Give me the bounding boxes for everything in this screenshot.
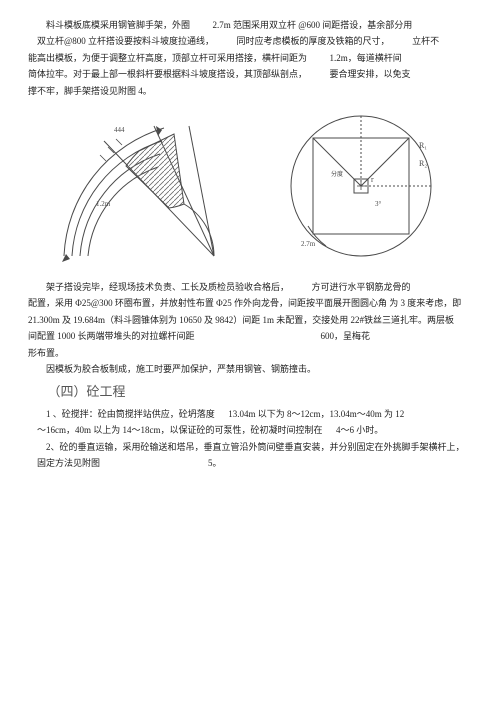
para-6: 架子搭设完毕，经现场技术负责、工长及质检员验收合格后， 方可进行水平钢筋龙骨的 <box>28 280 472 294</box>
dia-right-seg: 2.7m <box>301 240 316 248</box>
para-10: 形布置。 <box>28 346 472 360</box>
diagram-right: R₁ R₂ r 3° 分度 2.7m <box>250 106 472 266</box>
p11-a: 因模板为胶合板制成，施工时要严加保护，严禁用钢管、钢筋撞击。 <box>46 364 316 374</box>
p6-a: 架子搭设完毕，经现场技术负责、工长及质检员验收合格后， <box>46 282 289 292</box>
p7-a: 配置，采用 Φ25@300 环圈布置，并放射性布置 Φ25 作外向龙骨，间距按平… <box>28 298 461 308</box>
p6-b: 方可进行水平钢筋龙骨的 <box>312 282 411 292</box>
para-5: 撑不牢，脚手架搭设见附图 4。 <box>28 84 472 98</box>
dia-right-R2: R₂ <box>419 159 427 168</box>
p2-a: 双立杆@800 立杆搭设要按料斗坡度拉通线， <box>37 36 214 46</box>
para-9: 间配置 1000 长两端带堆头的对拉螺杆间距 600，呈梅花 <box>28 329 472 343</box>
item-2: 2、砼的垂直运输，采用砼输送和塔吊，垂直立管沿外筒间壁垂直安装，并分别固定在外挑… <box>28 440 472 454</box>
para-3: 能高出模板，为便于调整立杆高度，顶部立杆可采用搭接，横杆间距为 1.2m，每道横杆… <box>28 51 472 65</box>
p1-a: 料斗模板底模采用钢管脚手架，外圈 <box>46 20 190 30</box>
i1-b: 13.04m 以下为 8～12cm，13.04m～40m 为 12 <box>228 409 404 419</box>
i2-a: ～16cm，40m 以上为 14～18cm，以保证砼的可泵性，砼初凝时间控制在 <box>37 425 323 435</box>
i3-a: 2、砼的垂直运输，采用砼输送和塔吊，垂直立管沿外筒间壁垂直安装，并分别固定在外挑… <box>46 442 465 452</box>
item-1-cont: ～16cm，40m 以上为 14～18cm，以保证砼的可泵性，砼初凝时间控制在 4… <box>37 423 472 437</box>
p3-a: 能高出模板，为便于调整立杆高度，顶部立杆可采用搭接，横杆间距为 <box>28 53 307 63</box>
p4-a: 简体拉牢。对于最上部一根斜杆要根据料斗坡度搭设，其顶部纵剖点， <box>28 69 307 79</box>
diagrams-row: 444 1.2m <box>28 106 472 266</box>
p8-a: 21.300m 及 19.684m（料斗圆锥体别为 10650 及 9842）间… <box>28 315 454 325</box>
item-2-cont: 固定方法见附图 5。 <box>37 456 472 470</box>
item-1: 1 、砼搅拌：砼由筒搅拌站供应，砼坍落度 13.04m 以下为 8～12cm，13… <box>28 407 472 421</box>
i2-b: 4～6 小时。 <box>336 425 383 435</box>
para-7: 配置，采用 Φ25@300 环圈布置，并放射性布置 Φ25 作外向龙骨，间距按平… <box>28 296 472 310</box>
svg-text:3°: 3° <box>375 200 382 208</box>
para-4: 简体拉牢。对于最上部一根斜杆要根据料斗坡度搭设，其顶部纵剖点， 要合理安排，以免支 <box>28 67 472 81</box>
p1-b: 2.7m 范围采用双立杆 @600 间距搭设，基余部分用 <box>213 20 413 30</box>
para-1: 料斗模板底模采用钢管脚手架，外圈 2.7m 范围采用双立杆 @600 间距搭设，基… <box>28 18 472 32</box>
dia-right-R1: R₁ <box>419 141 427 150</box>
i4-b: 5。 <box>208 458 222 468</box>
p5-a: 撑不牢，脚手架搭设见附图 4。 <box>28 86 152 96</box>
p2-b: 同时应考虑模板的厚度及铁箱的尺寸， <box>237 36 390 46</box>
p4-b: 要合理安排，以免支 <box>330 69 411 79</box>
p10-a: 形布置。 <box>28 348 64 358</box>
p9-a: 间配置 1000 长两端带堆头的对拉螺杆间距 <box>28 331 195 341</box>
dia-left-label-a: 444 <box>114 126 125 134</box>
i1-a: 1 、砼搅拌：砼由筒搅拌站供应，砼坍落度 <box>46 409 215 419</box>
dia-right-r: r <box>371 175 374 184</box>
para-11: 因模板为胶合板制成，施工时要严加保护，严禁用钢管、钢筋撞击。 <box>28 362 472 376</box>
section-heading: （四）砼工程 <box>28 382 472 403</box>
para-8: 21.300m 及 19.684m（料斗圆锥体别为 10650 及 9842）间… <box>28 313 472 327</box>
svg-text:分度: 分度 <box>331 170 343 178</box>
dia-left-label-b: 1.2m <box>96 200 111 208</box>
i4-a: 固定方法见附图 <box>37 458 100 468</box>
p9-b: 600，呈梅花 <box>321 331 371 341</box>
para-2: 双立杆@800 立杆搭设要按料斗坡度拉通线， 同时应考虑模板的厚度及铁箱的尺寸， 立… <box>28 34 472 48</box>
p3-b: 1.2m，每道横杆间 <box>330 53 402 63</box>
diagram-left: 444 1.2m <box>28 106 250 266</box>
p2-c: 立杆不 <box>412 36 439 46</box>
